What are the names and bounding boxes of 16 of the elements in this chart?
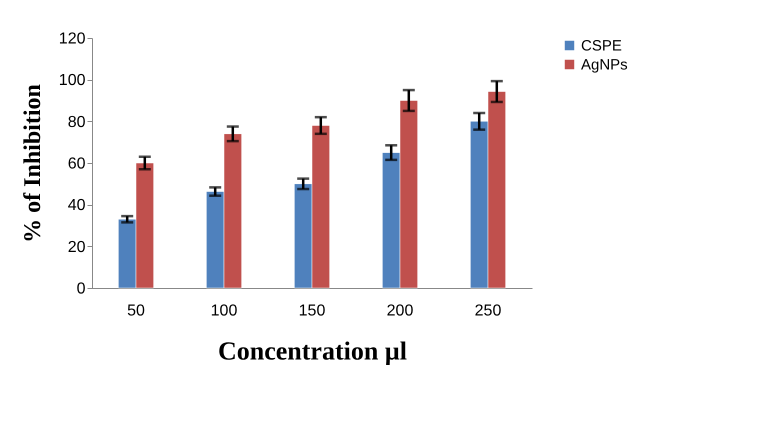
x-tick-label: 250 — [474, 302, 502, 320]
x-axis-title: Concentration µl — [218, 336, 408, 366]
x-tick-label: 150 — [298, 302, 326, 320]
x-tick-label: 200 — [386, 302, 414, 320]
y-tick-label: 20 — [68, 238, 86, 256]
y-tick-label: 100 — [58, 72, 86, 90]
y-tick-label: 60 — [68, 156, 86, 172]
y-tick-label: 40 — [68, 197, 86, 214]
x-tick-label: 50 — [127, 302, 145, 320]
legend-label: AgNPs — [581, 56, 628, 74]
y-tick-label: 80 — [68, 114, 86, 131]
x-tick-label: 100 — [210, 302, 238, 320]
legend-label: CSPE — [581, 38, 622, 54]
y-tick-label: 0 — [76, 280, 86, 298]
y-tick-label: 120 — [58, 30, 86, 48]
y-axis-title: % of Inhibition — [20, 84, 46, 243]
